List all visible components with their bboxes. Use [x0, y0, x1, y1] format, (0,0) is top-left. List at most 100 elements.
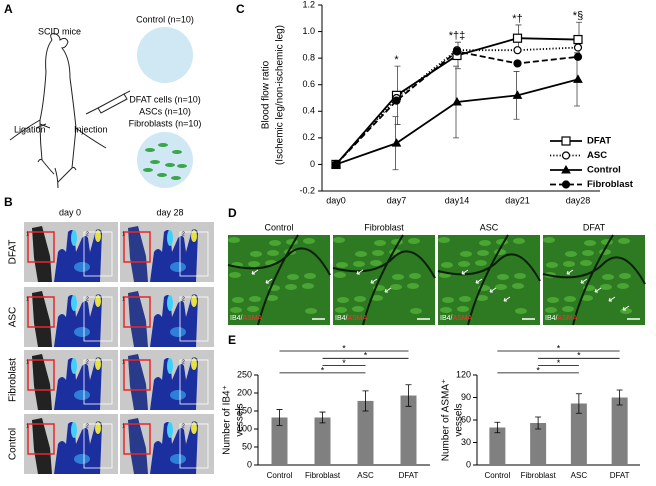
- y-tick-label: 1.0: [302, 26, 315, 36]
- marker: [561, 180, 571, 189]
- tissue-spot: [458, 261, 470, 267]
- region-label: 1: [26, 296, 29, 302]
- marker: [452, 96, 462, 106]
- y-tick-label: 120: [456, 369, 471, 379]
- hot-spot: [71, 358, 77, 374]
- region-label: 1: [26, 423, 29, 429]
- marker: [573, 34, 583, 45]
- paw-shape: [54, 421, 102, 474]
- hot-spot: [95, 295, 101, 307]
- x-tick-label: ASC: [571, 471, 588, 480]
- hot-spot: [191, 358, 197, 370]
- arrow: [594, 287, 602, 293]
- image-title: DFAT: [583, 222, 606, 232]
- hot-spot: [170, 327, 186, 337]
- x-tick-label: day21: [505, 195, 530, 205]
- panel-letter: B: [4, 195, 13, 209]
- y-tick-label: 100: [237, 423, 252, 433]
- tissue-spot: [438, 237, 450, 243]
- injection-label: Injection: [74, 124, 108, 134]
- roi-box: [123, 359, 151, 391]
- tissue-spot: [374, 240, 386, 246]
- x-tick-label: day0: [326, 195, 346, 205]
- roi-box: [123, 231, 151, 263]
- hot-spot: [71, 230, 77, 246]
- vessel: [437, 234, 541, 326]
- arrow: [461, 269, 469, 275]
- marker: [392, 96, 401, 105]
- error-bar: [276, 409, 283, 426]
- y-tick-label: -0.2: [299, 185, 315, 195]
- hot-spot: [74, 454, 90, 464]
- group-label: Control (n=10): [136, 14, 194, 24]
- marker: [331, 160, 341, 169]
- column-label: day 0: [59, 207, 81, 217]
- y-tick-label: 0.4: [302, 106, 315, 116]
- hot-spot: [170, 262, 186, 272]
- histology-image: IB4/ASMA: [227, 234, 331, 326]
- y-tick-label: 250: [237, 369, 252, 379]
- x-tick-label: Fibroblast: [521, 471, 557, 480]
- vessel: [227, 234, 331, 326]
- roi-box: [179, 359, 209, 405]
- column-label: day 28: [156, 207, 183, 217]
- region-label: 2: [182, 296, 185, 302]
- tissue-spot: [515, 308, 527, 314]
- hot-spot: [167, 230, 173, 246]
- hot-spot: [167, 422, 173, 438]
- tissue-spot: [230, 307, 242, 313]
- paw-shape: [150, 294, 198, 347]
- x-tick-label: DFAT: [399, 471, 419, 480]
- line-chart: -0.2 0 0.2 0.4 0.6 0.8 1.0 1.2 day0 day7 day14 day2…: [261, 0, 634, 205]
- tissue-spot: [479, 240, 491, 246]
- x-tick-label: Control: [267, 471, 293, 480]
- bar: [400, 395, 417, 465]
- marker: [573, 43, 583, 52]
- tissue-spot: [353, 261, 365, 267]
- stain-ib4: IB4/: [545, 315, 558, 322]
- tissue-spot: [336, 262, 348, 268]
- roi-box: [83, 359, 113, 405]
- stain-ib4: IB4/: [335, 315, 348, 322]
- y-axis-label: vessels: [235, 403, 246, 436]
- row-label: ASC: [8, 307, 19, 328]
- x-tick-label: Control: [484, 471, 510, 480]
- tissue-spot: [600, 284, 612, 290]
- tissue-spot: [602, 274, 614, 280]
- y-tick-label: 0.6: [302, 79, 315, 89]
- error-bar: [616, 389, 623, 406]
- tissue-spot: [619, 273, 631, 279]
- histology-image: IB4/ASMA: [437, 234, 541, 326]
- roi-box: [27, 359, 55, 391]
- roi-box: [83, 296, 113, 342]
- tissue-spot: [617, 283, 629, 289]
- tissue-spot: [266, 295, 278, 301]
- error-bar: [535, 416, 542, 430]
- bracket-label: *: [557, 343, 561, 353]
- roi-box: [179, 423, 209, 469]
- hot-spot: [71, 295, 77, 311]
- tissue-spot: [229, 272, 241, 278]
- hot-spot: [74, 327, 90, 337]
- bracket-label: *: [321, 365, 325, 375]
- tissue-spot: [543, 237, 555, 243]
- tissue-spot: [620, 308, 632, 314]
- tissue-spot: [512, 283, 524, 289]
- tissue-spot: [371, 295, 383, 301]
- group-label: DFAT cells (n=10): [129, 94, 200, 104]
- histology-image: IB4/ASMA: [332, 234, 436, 326]
- paw-shape: [150, 229, 198, 282]
- control-dish: [137, 27, 193, 83]
- hot-spot: [191, 422, 197, 434]
- leg-shape: [32, 418, 52, 474]
- region-label: 1: [122, 423, 125, 429]
- region-label: 2: [182, 231, 185, 237]
- bracket-label: *: [557, 358, 561, 368]
